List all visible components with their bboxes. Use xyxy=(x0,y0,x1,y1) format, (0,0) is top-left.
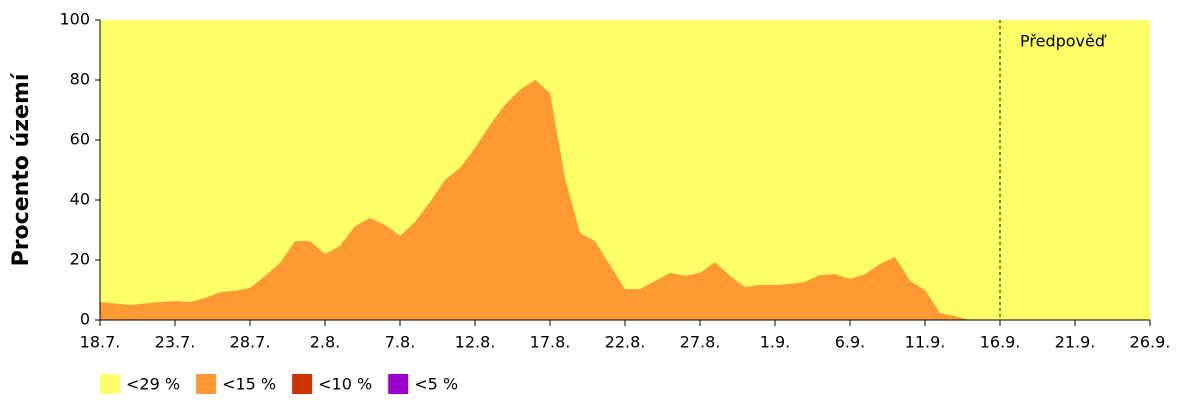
x-tick-label: 18.7. xyxy=(80,333,121,352)
legend-swatch xyxy=(196,374,217,394)
x-tick-label: 1.9. xyxy=(760,333,791,352)
y-axis-title: Procento území xyxy=(9,72,34,266)
area xyxy=(100,80,1150,320)
legend-swatch xyxy=(100,374,120,394)
x-tick-label: 16.9. xyxy=(980,333,1021,352)
y-tick-label: 20 xyxy=(70,250,90,269)
legend-label: <29 % xyxy=(126,375,180,394)
x-tick-label: 27.8. xyxy=(680,333,721,352)
x-tick-label: 11.9. xyxy=(905,333,946,352)
y-tick-label: 80 xyxy=(70,70,90,89)
legend-label: <15 % xyxy=(222,375,276,394)
legend-swatch xyxy=(388,374,409,394)
x-tick-label: 7.8. xyxy=(385,333,416,352)
area xyxy=(100,20,1150,320)
x-tick-label: 21.9. xyxy=(1055,333,1096,352)
x-tick-label: 26.9. xyxy=(1130,333,1171,352)
x-tick-label: 22.8. xyxy=(605,333,646,352)
legend-label: <10 % xyxy=(318,375,372,394)
annotation: Předpověď xyxy=(1020,32,1107,51)
x-tick-label: 12.8. xyxy=(455,333,496,352)
legend-label: <5 % xyxy=(414,375,458,394)
y-tick-label: 0 xyxy=(80,310,90,329)
legend-swatch xyxy=(292,374,313,394)
x-tick-label: 6.9. xyxy=(835,333,866,352)
x-tick-label: 28.7. xyxy=(230,333,271,352)
x-tick-label: 2.8. xyxy=(310,333,341,352)
y-tick-label: 60 xyxy=(70,130,90,149)
x-tick-label: 23.7. xyxy=(155,333,196,352)
x-tick-label: 17.8. xyxy=(530,333,571,352)
y-tick-label: 100 xyxy=(59,10,90,29)
y-tick-label: 40 xyxy=(70,190,90,209)
